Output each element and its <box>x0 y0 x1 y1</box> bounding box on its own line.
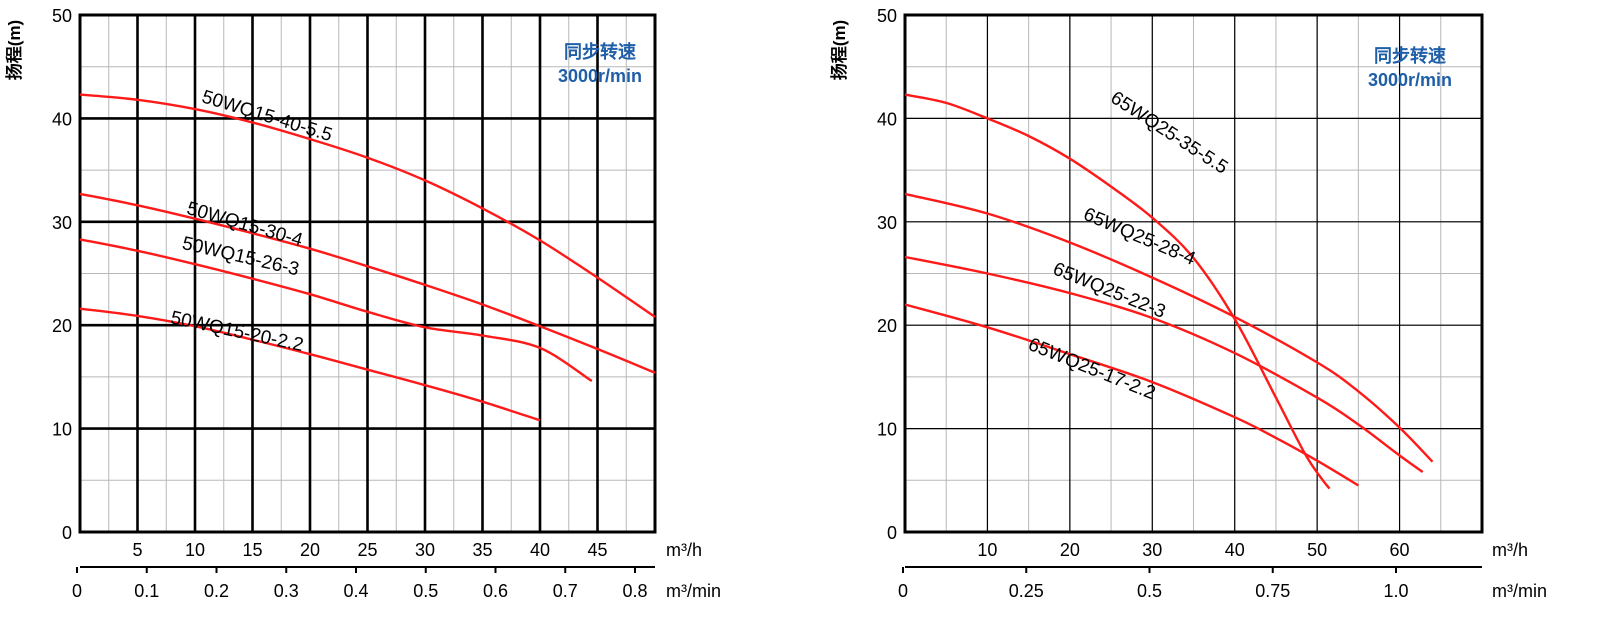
x-tick-label: 50 <box>1307 540 1327 560</box>
y-axis-label: 扬程(m) <box>829 20 849 80</box>
x-tick-label: 20 <box>1060 540 1080 560</box>
curve-65wq25-28-4 <box>904 192 1434 463</box>
y-tick-label: 20 <box>877 316 897 336</box>
curve-50wq15-30-4 <box>79 192 656 374</box>
plot-frame <box>78 13 657 534</box>
y-tick-label: 30 <box>877 213 897 233</box>
speed-annotation-value: 3000r/min <box>558 66 642 86</box>
x-secondary-tick-label: 0.5 <box>1137 581 1162 601</box>
y-axis-label: 扬程(m) <box>4 20 24 80</box>
y-tick-label: 20 <box>52 316 72 336</box>
major-grid <box>80 15 655 532</box>
x-secondary-tick-label: 0.8 <box>622 581 647 601</box>
x-tick-label: 15 <box>242 540 262 560</box>
x-tick-label: 20 <box>300 540 320 560</box>
major-grid <box>905 15 1482 532</box>
y-tick-label: 50 <box>52 6 72 26</box>
speed-annotation-title: 同步转速 <box>564 41 636 62</box>
x-secondary-tick-label: 0.1 <box>134 581 159 601</box>
chart-65wq-series: 0 10 20 30 40 50 扬程(m) 10 20 30 40 50 60 m³/h 0 0.25 0.5… <box>829 6 1547 601</box>
curve-50wq15-40-5.5 <box>79 93 656 318</box>
y-tick-label: 0 <box>887 523 897 543</box>
x-secondary-tick-label: 0.2 <box>204 581 229 601</box>
x-tick-label: 40 <box>1225 540 1245 560</box>
curve-50wq15-20-2.2 <box>79 307 541 422</box>
y-tick-label: 50 <box>877 6 897 26</box>
x-secondary-tick-label: 0.6 <box>483 581 508 601</box>
x-axis-unit-secondary: m³/min <box>1492 581 1547 601</box>
x-secondary-tick-label: 0.25 <box>1009 581 1044 601</box>
x-tick-label: 5 <box>132 540 142 560</box>
curve-65wq25-17-2.2 <box>904 303 1360 487</box>
speed-annotation-value: 3000r/min <box>1368 70 1452 90</box>
x-axis-unit-secondary: m³/min <box>666 581 721 601</box>
plot-frame <box>903 13 1484 534</box>
y-tick-label: 10 <box>52 420 72 440</box>
x-tick-label: 60 <box>1390 540 1410 560</box>
x-secondary-tick-label: 0.7 <box>553 581 578 601</box>
curve-50wq15-26-3 <box>79 238 593 383</box>
speed-annotation-title: 同步转速 <box>1374 45 1446 66</box>
y-tick-label: 10 <box>877 420 897 440</box>
x-secondary-tick-label: 1.0 <box>1383 581 1408 601</box>
curve-65wq25-22-3 <box>904 255 1424 473</box>
x-tick-label: 40 <box>530 540 550 560</box>
x-secondary-tick-label: 0.75 <box>1255 581 1290 601</box>
x-tick-label: 10 <box>185 540 205 560</box>
x-tick-label: 30 <box>1142 540 1162 560</box>
y-tick-label: 40 <box>52 109 72 129</box>
y-tick-label: 0 <box>62 523 72 543</box>
x-tick-label: 30 <box>415 540 435 560</box>
x-tick-label: 45 <box>587 540 607 560</box>
x-tick-label: 25 <box>357 540 377 560</box>
x-secondary-tick-label: 0.5 <box>413 581 438 601</box>
x-secondary-tick-label: 0 <box>898 581 908 601</box>
x-axis-unit-primary: m³/h <box>666 540 702 560</box>
y-tick-label: 30 <box>52 213 72 233</box>
x-axis-unit-primary: m³/h <box>1492 540 1528 560</box>
x-secondary-tick-label: 0.4 <box>343 581 368 601</box>
x-secondary-tick-label: 0.3 <box>274 581 299 601</box>
x-tick-label: 10 <box>977 540 997 560</box>
x-tick-label: 35 <box>472 540 492 560</box>
y-tick-label: 40 <box>877 109 897 129</box>
x-secondary-tick-label: 0 <box>72 581 82 601</box>
